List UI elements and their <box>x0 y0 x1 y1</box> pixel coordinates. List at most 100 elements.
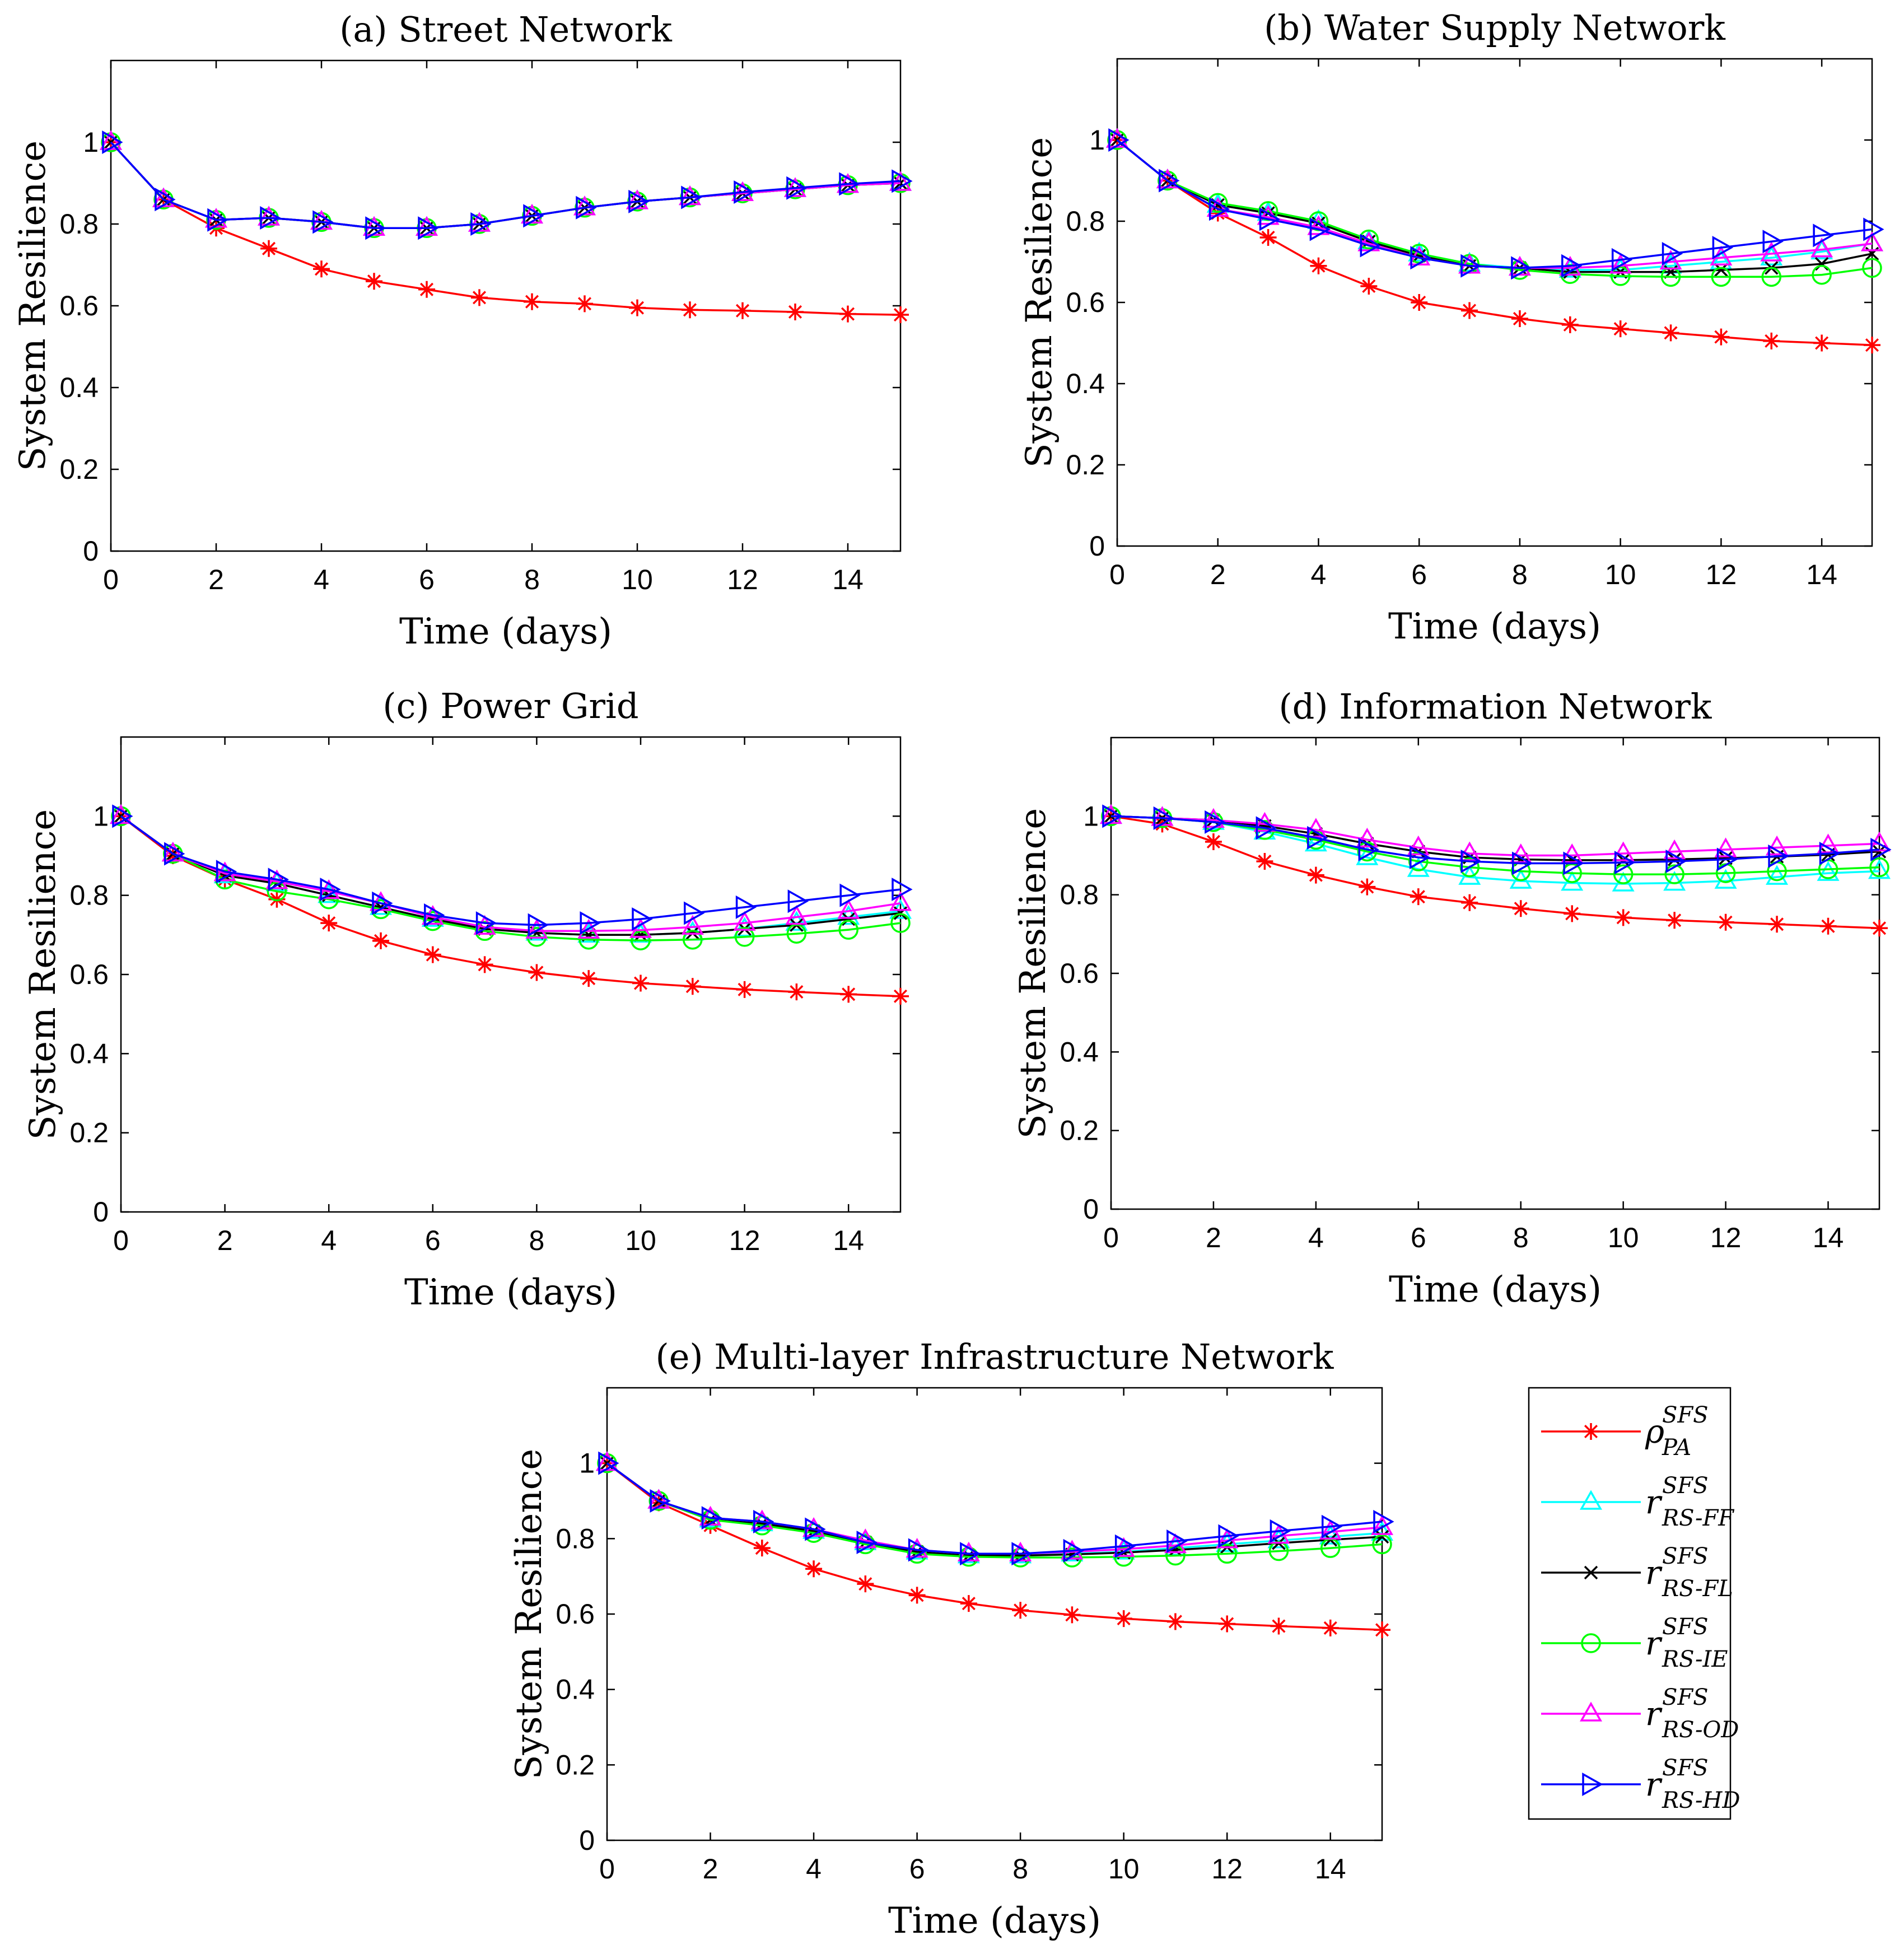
y-tick-label: 0.6 <box>556 1598 595 1630</box>
y-tick-label: 0.2 <box>1066 449 1105 481</box>
data-point-PA <box>1322 1619 1339 1636</box>
data-point-IE <box>1664 864 1684 884</box>
data-point-HD <box>528 913 549 937</box>
data-point-HD <box>1863 217 1884 241</box>
data-point-PA <box>1166 1613 1184 1630</box>
data-point-HD <box>320 878 341 902</box>
data-point-PA <box>1219 1615 1236 1633</box>
data-point-HD <box>268 868 289 892</box>
data-point-HD <box>470 212 492 236</box>
y-axis-label: System Resilience <box>22 809 64 1140</box>
data-point-FL <box>1814 257 1829 271</box>
data-point-HD <box>207 208 228 232</box>
data-point-IE <box>631 930 651 950</box>
data-point-OD <box>1760 241 1783 262</box>
data-point-HD <box>684 901 705 925</box>
data-point-IE <box>1372 1534 1392 1555</box>
y-tick-label: 1 <box>1083 800 1099 832</box>
data-point-PA <box>1205 833 1222 850</box>
x-tick-label: 14 <box>1806 559 1837 590</box>
data-point-FL <box>1375 1529 1389 1544</box>
data-point-IE <box>890 913 911 933</box>
data-point-HD <box>1108 128 1130 152</box>
data-point-PA <box>1813 334 1831 352</box>
data-point-HD <box>1460 254 1482 278</box>
x-axis-label: Time (days) <box>1388 606 1601 647</box>
data-point-OD <box>1356 827 1379 848</box>
y-tick-label: 0 <box>1089 530 1105 562</box>
series-line-FL <box>120 815 901 936</box>
series-HD <box>1108 128 1884 280</box>
x-tick-label: 10 <box>1608 1222 1639 1253</box>
series-line-HD <box>120 815 901 926</box>
data-point-PA <box>684 978 701 995</box>
data-point-HD <box>735 895 757 919</box>
data-point-HD <box>1321 1514 1343 1538</box>
x-tick-label: 10 <box>1108 1853 1140 1885</box>
data-point-HD <box>216 860 237 884</box>
data-point-OD <box>889 891 912 911</box>
legend-marker <box>1579 1701 1603 1722</box>
data-point-OD <box>577 918 600 939</box>
data-point-HD <box>1611 248 1633 272</box>
x-tick-label: 6 <box>1411 559 1427 590</box>
plot-area <box>110 59 902 552</box>
series-line-IE <box>606 1462 1383 1559</box>
data-point-PA <box>476 956 493 973</box>
data-point-HD <box>787 889 809 913</box>
chart-title: (b) Water Supply Network <box>1264 7 1725 48</box>
x-tick-label: 12 <box>729 1225 760 1256</box>
data-point-IE <box>838 920 858 940</box>
y-tick-label: 0 <box>93 1196 109 1228</box>
data-point-OD <box>1663 839 1686 860</box>
data-point-PA <box>1662 324 1679 342</box>
data-point-HD <box>1256 816 1277 840</box>
data-point-HD <box>960 1542 981 1566</box>
x-tick-label: 4 <box>314 564 329 595</box>
x-axis-label: Time (days) <box>1389 1269 1602 1311</box>
data-point-OD <box>1612 841 1635 861</box>
plot-area <box>606 1387 1383 1841</box>
data-point-HD <box>1410 846 1431 870</box>
data-point-PA <box>528 964 545 981</box>
x-tick-label: 10 <box>1605 559 1636 590</box>
data-point-PA <box>892 306 909 324</box>
legend-subscript: RS-HD <box>1662 1788 1740 1813</box>
data-point-HD <box>1218 1524 1239 1548</box>
data-point-PA <box>857 1575 874 1593</box>
data-point-OD <box>1810 237 1833 258</box>
legend-superscript: SFS <box>1662 1755 1709 1781</box>
data-point-HD <box>1259 207 1281 231</box>
y-tick-label: 0.2 <box>556 1749 595 1780</box>
data-point-PA <box>1359 878 1376 896</box>
data-point-HD <box>1813 223 1834 248</box>
series-line-OD <box>1110 815 1880 857</box>
legend-marker <box>1584 1565 1598 1580</box>
x-tick-label: 0 <box>103 564 119 595</box>
data-point-HD <box>418 216 439 240</box>
data-point-PA <box>1115 1610 1132 1627</box>
data-point-PA <box>1461 302 1478 319</box>
data-point-HD <box>424 903 445 927</box>
x-tick-label: 2 <box>1210 559 1226 590</box>
data-point-HD <box>1309 217 1331 241</box>
x-tick-label: 10 <box>622 564 653 595</box>
x-tick-label: 2 <box>703 1853 718 1885</box>
x-tick-label: 14 <box>832 564 864 595</box>
data-point-PA <box>1864 337 1880 354</box>
legend-superscript: SFS <box>1662 1543 1709 1569</box>
x-tick-label: 0 <box>113 1225 129 1256</box>
data-point-PA <box>1209 204 1226 222</box>
legend-symbol: r <box>1645 1765 1663 1803</box>
data-point-HD <box>681 185 702 209</box>
data-point-PA <box>1256 853 1273 870</box>
y-tick-label: 1 <box>93 800 109 832</box>
data-point-OD <box>1407 835 1430 856</box>
chart-panel-2: (b) Water Supply Network 0 2 4 6 8 10 12 14 0 0.2 0… <box>1019 7 1884 647</box>
data-point-HD <box>1563 851 1584 875</box>
data-point-PA <box>1307 866 1324 884</box>
y-tick-label: 0.4 <box>1060 1036 1099 1067</box>
data-point-PA <box>1717 913 1734 931</box>
legend-subscript: RS-IE <box>1662 1647 1728 1672</box>
